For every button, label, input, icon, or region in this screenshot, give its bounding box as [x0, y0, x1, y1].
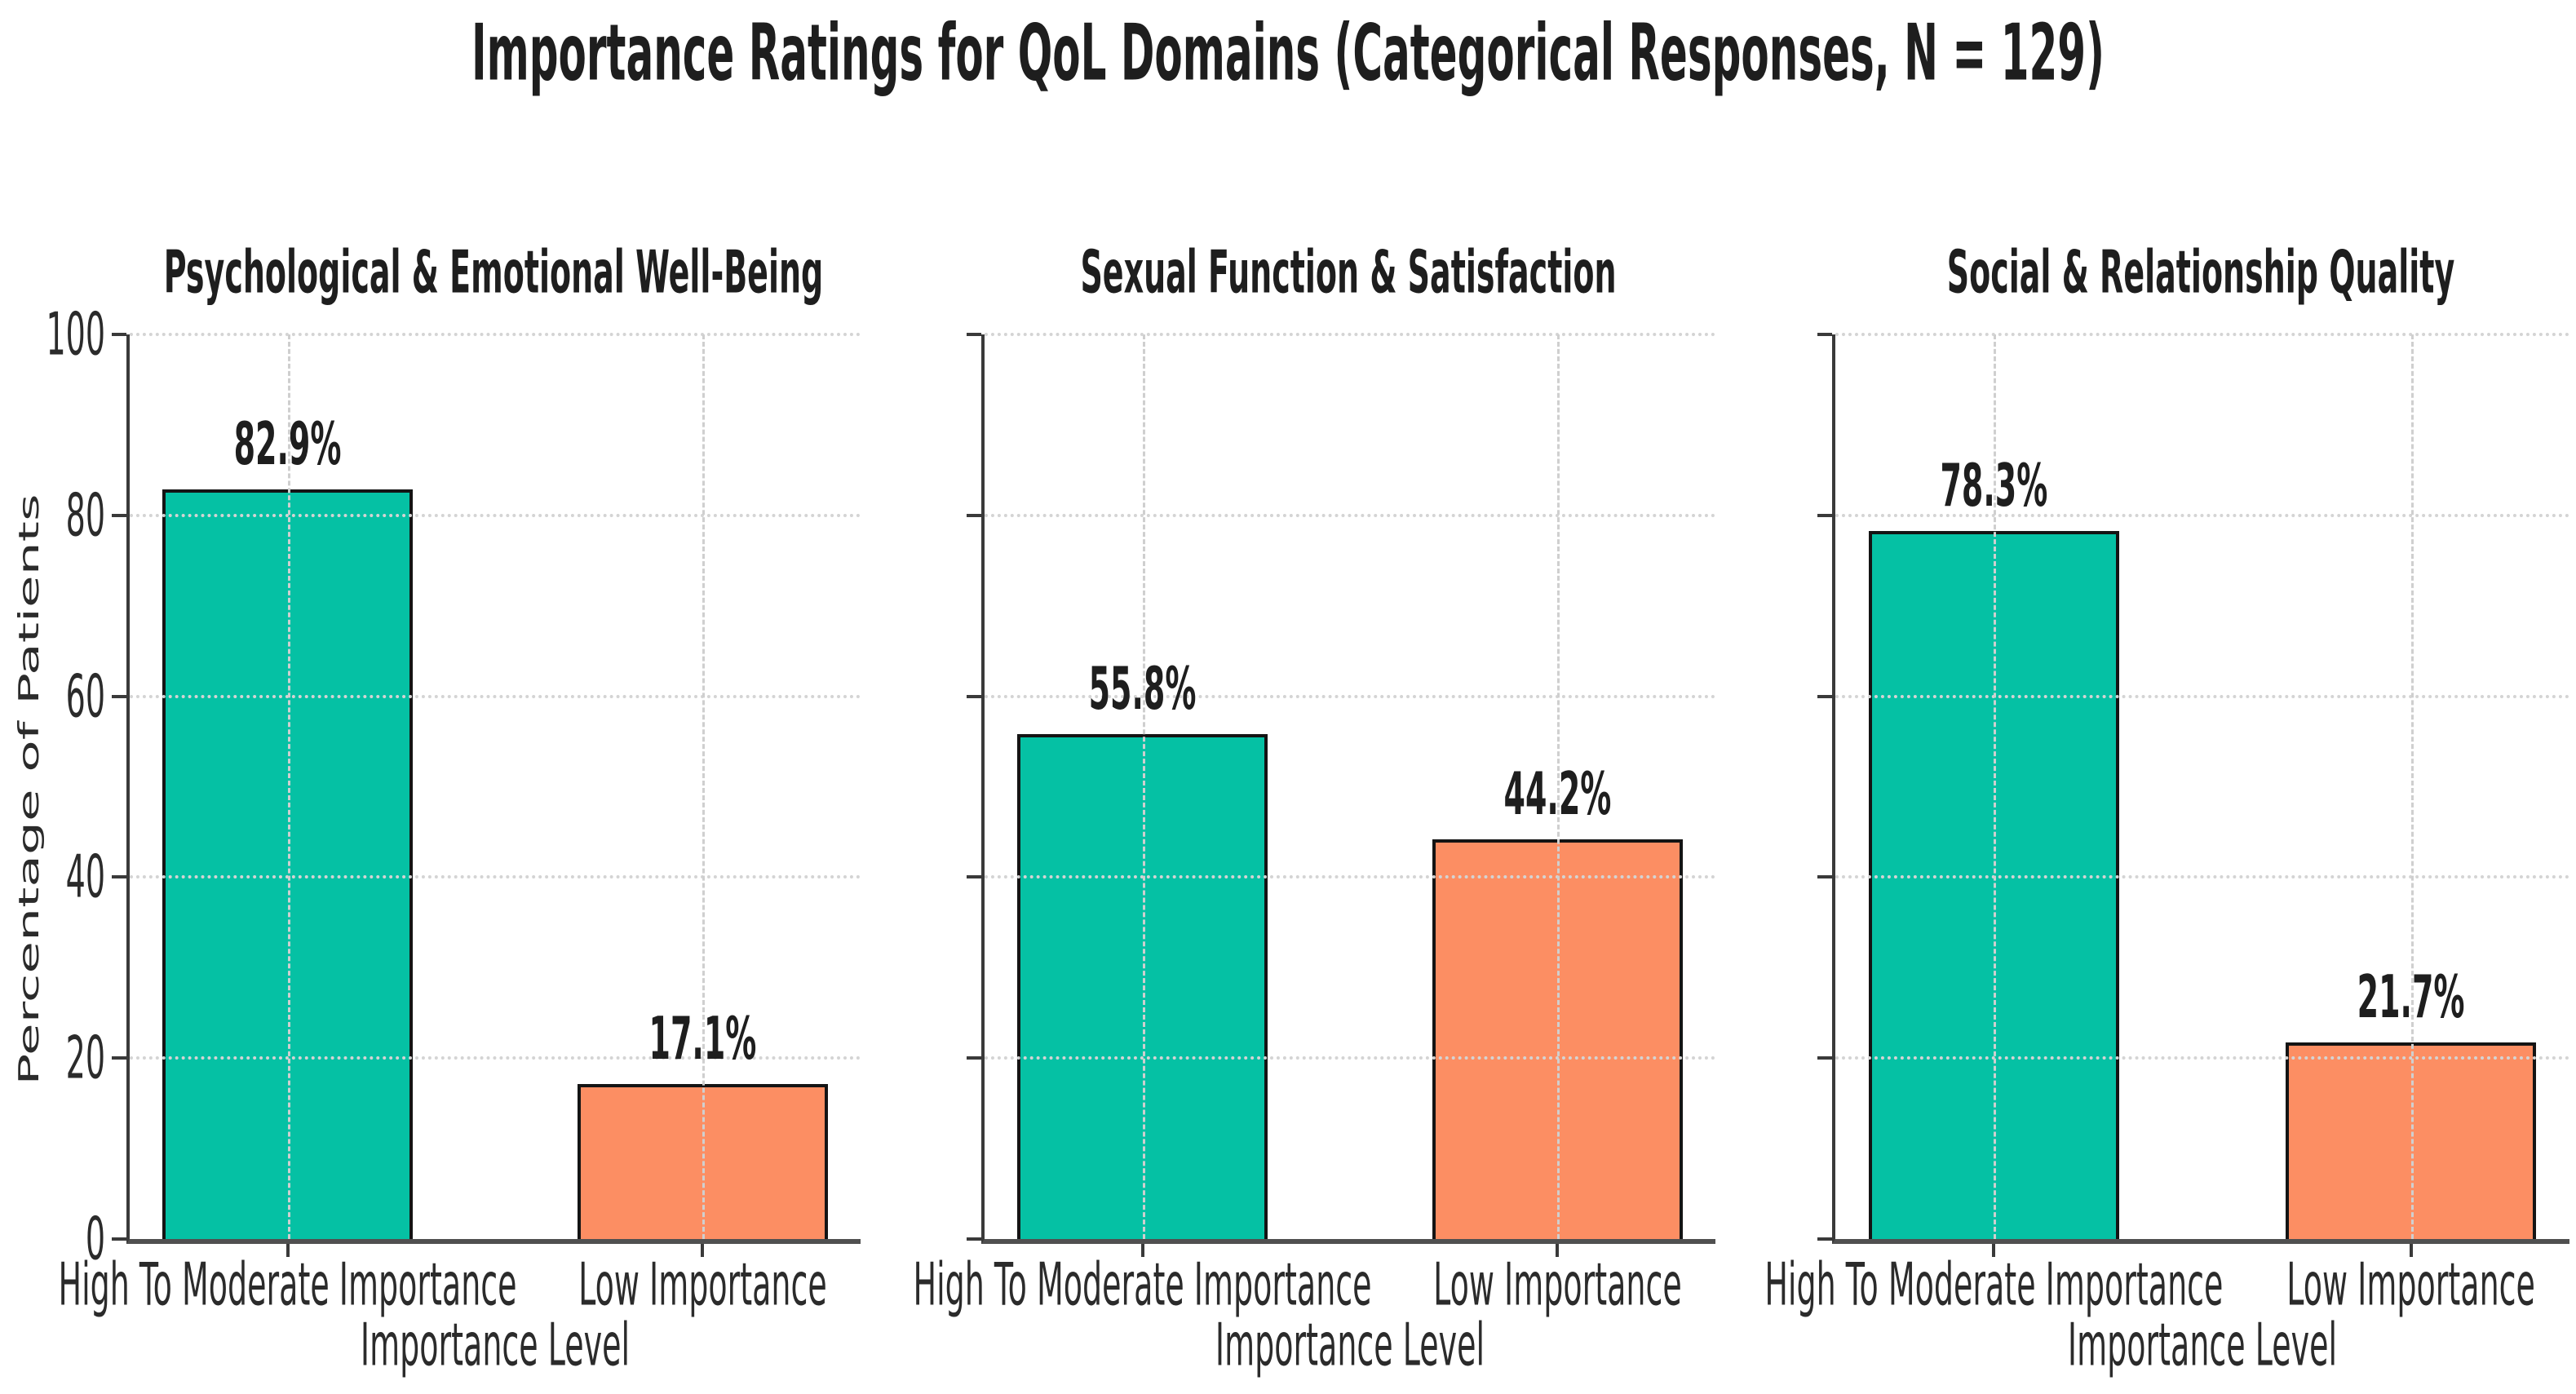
y-tick-mark [967, 513, 981, 517]
bar [162, 489, 413, 1239]
gridline-vertical [702, 334, 706, 1239]
gridline-vertical [1994, 334, 1997, 1239]
gridline-horizontal [130, 694, 861, 698]
y-tick-mark [1817, 513, 1832, 517]
bar [1432, 839, 1683, 1239]
y-tick-label: 20 [65, 1024, 105, 1092]
gridline-horizontal [985, 694, 1715, 698]
subplot-title: Social & Relationship Quality [1946, 238, 2455, 307]
x-tick-mark [701, 1244, 705, 1257]
gridline-vertical [2410, 334, 2414, 1239]
y-tick-mark [112, 1237, 126, 1241]
y-tick-mark [967, 875, 981, 879]
gridline-horizontal [130, 513, 861, 517]
plot-area: 55.8% 44.2% High To Moderate Importance Low… [914, 333, 1715, 1379]
y-tick-mark [1817, 1237, 1832, 1241]
y-tick-mark [112, 1056, 126, 1060]
x-tick-mark [1992, 1244, 1996, 1257]
x-tick-label: High To Moderate Importance [58, 1250, 517, 1319]
y-tick-mark [112, 333, 126, 336]
subplot-1: Sexual Function & Satisfaction 55.8% 44.2%… [914, 238, 1715, 1379]
x-axis-label: Importance Level [360, 1311, 631, 1379]
y-tick-mark [967, 1056, 981, 1060]
y-tick-mark [967, 333, 981, 336]
bar-value-label: 78.3% [1940, 451, 2048, 520]
y-tick-label: 60 [65, 662, 105, 731]
x-tick-mark [1556, 1244, 1560, 1257]
x-tick-label: Low Importance [2286, 1250, 2535, 1319]
y-tick-mark [1817, 875, 1832, 879]
x-tick-mark [1140, 1244, 1144, 1257]
gridline-horizontal [985, 333, 1715, 336]
y-tick-label: 80 [65, 480, 105, 550]
subplot-0: Psychological & Emotional Well-Being 82.9… [13, 238, 861, 1379]
bar-value-label: 55.8% [1088, 654, 1197, 724]
gridline-vertical [1142, 334, 1145, 1239]
gridline-horizontal [130, 333, 861, 336]
y-tick-mark [112, 875, 126, 879]
gridline-horizontal [1835, 694, 2569, 698]
y-tick-mark [1817, 694, 1832, 698]
x-tick-label: Low Importance [1433, 1250, 1682, 1319]
gridline-horizontal [985, 1056, 1715, 1060]
x-tick-label: High To Moderate Importance [913, 1250, 1372, 1319]
plot-area: 78.3% 21.7% High To Moderate Importance Low… [1764, 333, 2569, 1379]
gridline-vertical [1557, 334, 1560, 1239]
x-tick-label: Low Importance [578, 1250, 827, 1319]
x-axis-label: Importance Level [2067, 1311, 2338, 1379]
y-axis-label: Percentage of Patients [13, 493, 46, 1086]
gridline-vertical [287, 334, 290, 1239]
gridline-horizontal [1835, 333, 2569, 336]
y-tick-mark [1817, 333, 1832, 336]
y-tick-mark [967, 694, 981, 698]
x-axis-label: Importance Level [1215, 1311, 1485, 1379]
bar [1017, 734, 1268, 1239]
x-tick-label: High To Moderate Importance [1764, 1250, 2224, 1319]
bar [2285, 1042, 2537, 1239]
bar-value-label: 44.2% [1503, 759, 1612, 828]
subplot-title: Psychological & Emotional Well-Being [163, 238, 824, 307]
gridline-horizontal [985, 513, 1715, 517]
y-tick-mark [1817, 1056, 1832, 1060]
subplot-title: Sexual Function & Satisfaction [1080, 238, 1617, 307]
bar-value-label: 17.1% [648, 1004, 757, 1073]
plot-area: 82.9% 17.1% 0 20 40 60 80 100 High To Moderate I… [46, 300, 861, 1379]
subplot-2: Social & Relationship Quality 78.3% 21.7% H… [1764, 238, 2569, 1379]
bar-value-label: 21.7% [2357, 963, 2465, 1032]
x-tick-mark [285, 1244, 290, 1257]
y-tick-mark [112, 694, 126, 698]
gridline-horizontal [130, 875, 861, 879]
y-tick-mark [112, 513, 126, 517]
gridline-horizontal [1835, 513, 2569, 517]
gridline-horizontal [130, 1056, 861, 1060]
gridline-horizontal [1835, 1056, 2569, 1060]
bar-value-label: 82.9% [233, 409, 342, 478]
figure-title: Importance Ratings for QoL Domains (Cate… [471, 8, 2105, 99]
gridline-horizontal [985, 875, 1715, 879]
y-tick-label: 0 [85, 1205, 105, 1273]
y-tick-label: 40 [65, 843, 105, 912]
x-tick-mark [2409, 1244, 2413, 1257]
y-tick-mark [967, 1237, 981, 1241]
gridline-horizontal [1835, 875, 2569, 879]
bar [578, 1084, 828, 1239]
y-tick-label: 100 [46, 300, 105, 369]
